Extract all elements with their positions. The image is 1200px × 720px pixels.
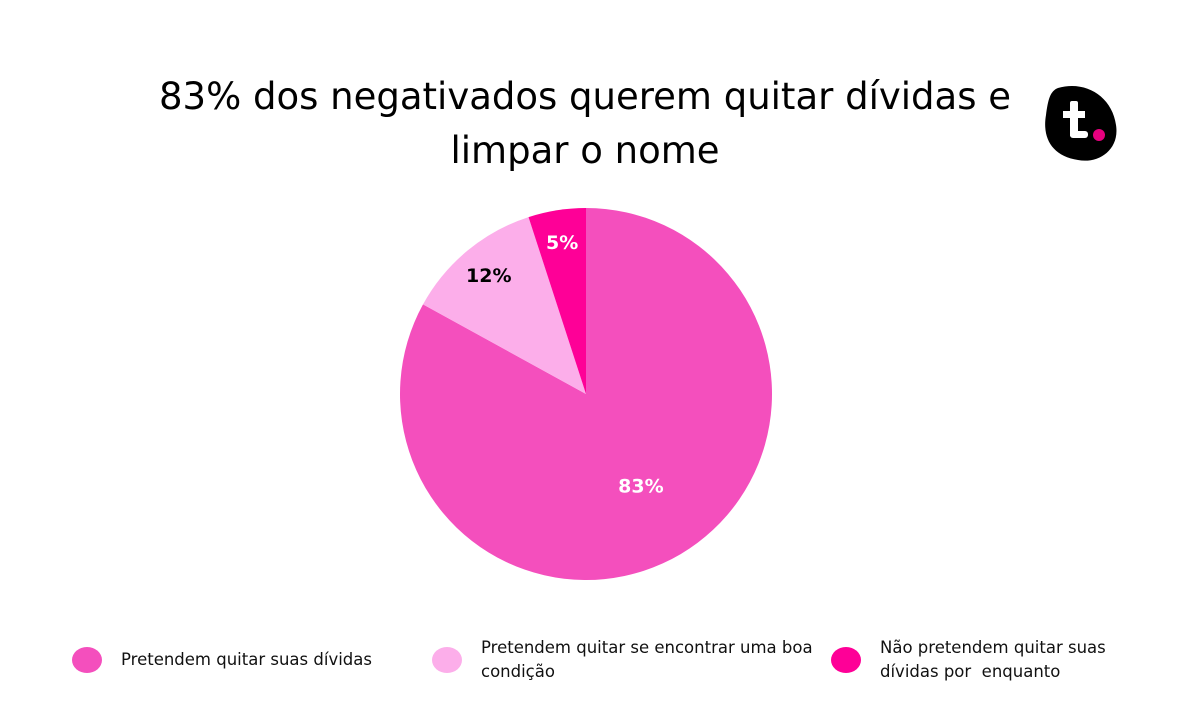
legend-item: Pretendem quitar suas dívidas bbox=[72, 636, 411, 684]
value-label: 5% bbox=[546, 232, 578, 254]
legend-label: Pretendem quitar suas dívidas bbox=[121, 650, 372, 669]
legend-swatch bbox=[72, 647, 102, 673]
value-label: 83% bbox=[618, 475, 663, 497]
chart-title: 83% dos negativados querem quitar dívida… bbox=[159, 75, 1011, 172]
legend-swatch bbox=[831, 647, 861, 673]
legend-label: Não pretendem quitar suas dívidas por en… bbox=[880, 638, 1111, 681]
pie-slice bbox=[528, 208, 586, 394]
legend-item: Não pretendem quitar suas dívidas por en… bbox=[831, 636, 1150, 684]
pie-slice bbox=[423, 217, 586, 394]
value-label: 12% bbox=[466, 265, 511, 287]
legend-swatch bbox=[432, 647, 462, 673]
legend-item: Pretendem quitar se encontrar uma boa co… bbox=[432, 636, 821, 684]
legend-label: Pretendem quitar se encontrar uma boa co… bbox=[481, 638, 818, 681]
logo bbox=[1045, 85, 1117, 161]
